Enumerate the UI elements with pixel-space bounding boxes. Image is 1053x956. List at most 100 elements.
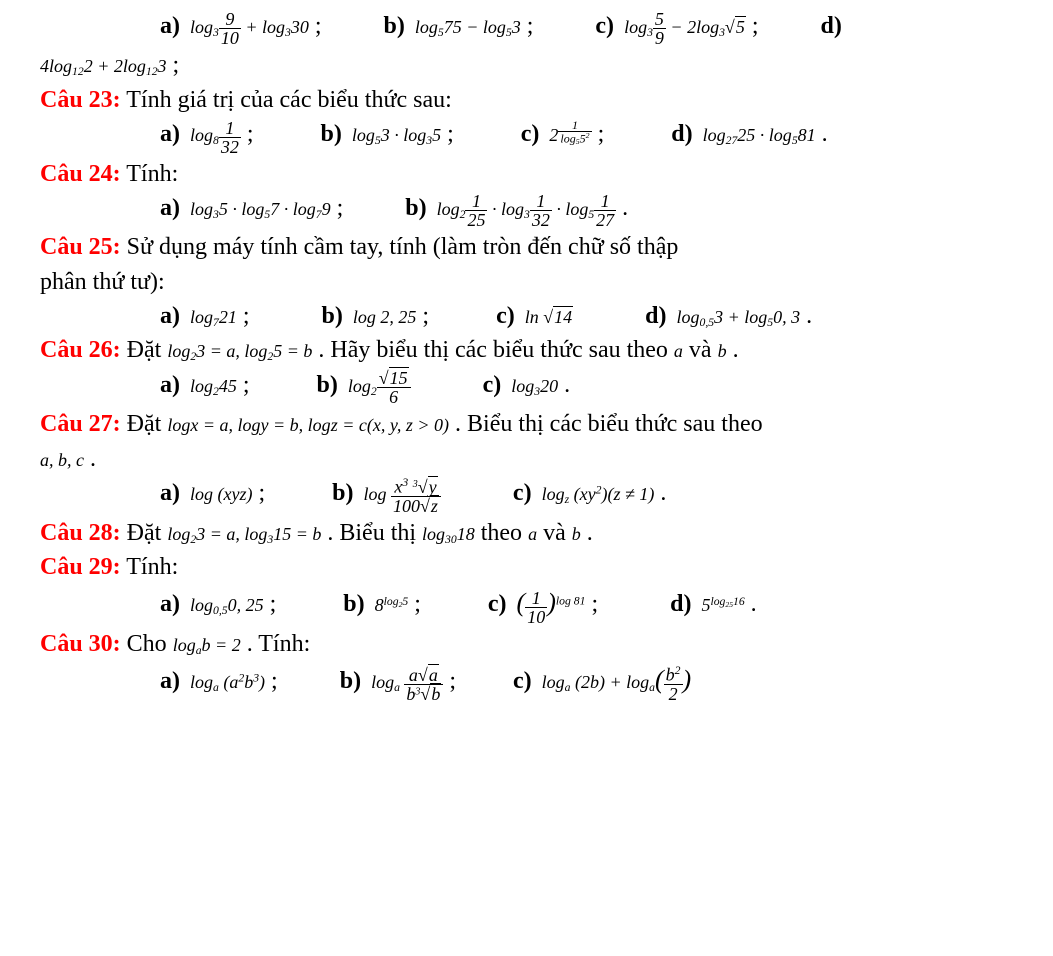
q28-stem: Câu 28: Đặt log23 = a, log315 = b . Biểu… [40, 517, 1033, 549]
q26-given: log23 = a, log25 = b [167, 341, 312, 361]
q28-post: theo [481, 520, 528, 546]
semicolon: ; [247, 121, 254, 147]
semicolon: ; [243, 303, 250, 329]
q22-options-row: a) log3910 + log330 ; b) log575 − log53 … [40, 10, 1033, 47]
opt-c-label: c) [513, 480, 532, 506]
q24-text: Tính: [126, 161, 178, 187]
q27-vars: a, b, c . [40, 443, 1033, 475]
semicolon: ; [243, 372, 250, 398]
q27-b-expr: log x3 3√y100√z [364, 484, 441, 504]
opt-c-label: c) [595, 13, 614, 39]
q27-a-expr: log (xyz) [190, 484, 252, 504]
opt-c-label: c) [513, 668, 532, 694]
q29-c-expr: (110)log 81 [517, 595, 586, 615]
semicolon: ; [591, 591, 598, 617]
q30-a-expr: loga (a2b3) [190, 672, 265, 692]
semicolon: ; [598, 121, 605, 147]
opt-d-label: d) [820, 13, 841, 39]
q23-a-expr: log8132 [190, 125, 241, 145]
dot: . [751, 591, 757, 617]
q26-options: a) log245 ; b) log2√156 c) log320 . [40, 369, 1033, 406]
q26-pre: Đặt [127, 337, 168, 363]
q28-given: log23 = a, log315 = b [167, 524, 321, 544]
opt-c-label: c) [483, 372, 502, 398]
q23-label: Câu 23: [40, 87, 121, 113]
q28-dot: . [587, 520, 593, 546]
opt-b-label: b) [405, 195, 426, 221]
q23-stem: Câu 23: Tính giá trị của các biểu thức s… [40, 84, 1033, 116]
q25-a-expr: log721 [190, 307, 237, 327]
q27-vars-text: a, b, c [40, 450, 84, 470]
opt-a-label: a) [160, 13, 180, 39]
q26-and: và [689, 337, 718, 363]
q28-pre: Đặt [127, 520, 168, 546]
q25-stem1: Câu 25: Sử dụng máy tính cầm tay, tính (… [40, 231, 1033, 263]
dot: . [90, 446, 96, 472]
q25-b-expr: log 2, 25 [353, 307, 417, 327]
q22-d-expr: 4log122 + 2log123 [40, 56, 167, 76]
q25-options: a) log721 ; b) log 2, 25 ; c) ln √14 d) … [40, 300, 1033, 332]
q25-text2: phân thứ tư): [40, 269, 165, 295]
opt-a-label: a) [160, 668, 180, 694]
dot: . [660, 480, 666, 506]
opt-a-label: a) [160, 195, 180, 221]
opt-d-label: d) [671, 121, 692, 147]
q30-post: . Tính: [247, 631, 311, 657]
q29-options: a) log0,50, 25 ; b) 8log25 ; c) (110)log… [40, 585, 1033, 625]
q25-stem2: phân thứ tư): [40, 266, 1033, 298]
q30-stem: Câu 30: Cho logab = 2 . Tính: [40, 628, 1033, 660]
q26-var-a: a [674, 341, 683, 361]
q28-and: và [543, 520, 572, 546]
q30-given: logab = 2 [173, 635, 241, 655]
opt-a-label: a) [160, 303, 180, 329]
q30-b-expr: loga a√ab3√b [371, 672, 443, 692]
q29-a-expr: log0,50, 25 [190, 595, 264, 615]
q23-b-expr: log53 · log35 [352, 125, 441, 145]
opt-b-label: b) [317, 372, 338, 398]
semicolon: ; [173, 52, 180, 78]
q29-d-expr: 5log2516 [701, 595, 744, 615]
semicolon: ; [422, 303, 429, 329]
q26-a-expr: log245 [190, 376, 237, 396]
opt-a-label: a) [160, 121, 180, 147]
q29-label: Câu 29: [40, 554, 121, 580]
opt-b-label: b) [321, 121, 342, 147]
q29-b-expr: 8log25 [375, 595, 409, 615]
q27-c-expr: logz (xy2)(z ≠ 1) [542, 484, 655, 504]
q30-label: Câu 30: [40, 631, 121, 657]
opt-b-label: b) [340, 668, 361, 694]
q24-options: a) log35 · log57 · log79 ; b) log2125 · … [40, 192, 1033, 229]
opt-b-label: b) [322, 303, 343, 329]
q27-given: logx = a, logy = b, logz = c(x, y, z > 0… [167, 415, 449, 435]
semicolon: ; [337, 195, 344, 221]
q26-c-expr: log320 [511, 376, 558, 396]
dot: . [822, 121, 828, 147]
q26-dot: . [733, 337, 739, 363]
q27-post: . Biểu thị các biểu thức sau theo [455, 411, 763, 437]
opt-b-label: b) [332, 480, 353, 506]
opt-a-label: a) [160, 480, 180, 506]
q28-expr: log3018 [422, 524, 475, 544]
semicolon: ; [414, 591, 421, 617]
semicolon: ; [270, 591, 277, 617]
opt-d-label: d) [670, 591, 691, 617]
q24-stem: Câu 24: Tính: [40, 158, 1033, 190]
q30-c-expr: loga (2b) + loga(b22) [542, 672, 692, 692]
opt-c-label: c) [488, 591, 507, 617]
opt-a-label: a) [160, 591, 180, 617]
q25-c-expr: ln √14 [525, 307, 573, 327]
q26-var-b: b [718, 341, 727, 361]
q28-var-a: a [528, 524, 537, 544]
q23-text: Tính giá trị của các biểu thức sau: [126, 87, 452, 113]
q28-label: Câu 28: [40, 520, 121, 546]
dot: . [806, 303, 812, 329]
semicolon: ; [447, 121, 454, 147]
q26-label: Câu 26: [40, 337, 121, 363]
q26-stem: Câu 26: Đặt log23 = a, log25 = b . Hãy b… [40, 334, 1033, 366]
q25-label: Câu 25: [40, 234, 121, 260]
semicolon: ; [449, 668, 456, 694]
q29-stem: Câu 29: Tính: [40, 551, 1033, 583]
opt-a-label: a) [160, 372, 180, 398]
q30-pre: Cho [127, 631, 173, 657]
q26-post: . Hãy biểu thị các biểu thức sau theo [318, 337, 674, 363]
